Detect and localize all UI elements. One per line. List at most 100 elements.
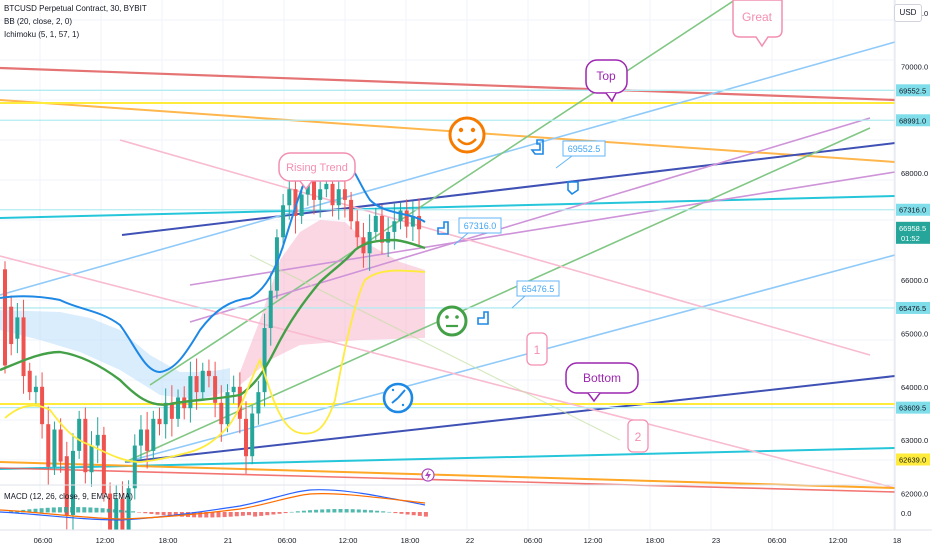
price-tick: 64000.0 <box>901 383 928 392</box>
candle[interactable] <box>188 361 193 423</box>
macd-bar <box>417 512 422 516</box>
candle[interactable] <box>244 401 249 474</box>
candle[interactable] <box>132 434 137 500</box>
time-tick: 18:00 <box>646 536 665 545</box>
candle[interactable] <box>237 372 242 434</box>
lightning-icon[interactable] <box>421 468 435 482</box>
candle[interactable] <box>27 362 32 401</box>
macd-legend[interactable]: MACD (12, 26, close, 9, EMA, EMA) <box>4 492 133 501</box>
neutral-face-icon[interactable] <box>436 305 468 337</box>
price-tick: 65000.0 <box>901 329 928 338</box>
candle[interactable] <box>33 375 38 404</box>
candle[interactable] <box>225 384 230 433</box>
candle[interactable] <box>9 295 14 356</box>
time-tick: 06:00 <box>768 536 787 545</box>
candle[interactable] <box>404 199 409 238</box>
candle[interactable] <box>336 174 341 220</box>
candle[interactable] <box>83 407 88 484</box>
candle[interactable] <box>349 191 354 230</box>
macd-bar <box>210 512 215 518</box>
annotation-top[interactable]: Top <box>585 59 628 103</box>
candle[interactable] <box>145 411 150 469</box>
candle[interactable] <box>262 313 267 407</box>
callout-65476[interactable]: 65476.5 <box>511 280 560 309</box>
price-tick: 68000.0 <box>901 169 928 178</box>
annotation-1[interactable]: 1 <box>526 332 548 366</box>
pointing-hand-icon[interactable] <box>437 139 579 325</box>
candle[interactable] <box>250 405 255 465</box>
candle[interactable] <box>89 431 94 487</box>
currency-button[interactable]: USD <box>894 4 922 22</box>
annotation-rising-trend[interactable]: Rising Trend <box>278 152 356 191</box>
macd-bar <box>399 512 404 514</box>
candle[interactable] <box>163 388 168 439</box>
callout-67316[interactable]: 67316.0 <box>453 217 502 246</box>
macd-bar <box>326 509 331 513</box>
candle[interactable] <box>231 375 236 404</box>
annotation-bottom[interactable]: Bottom <box>565 362 639 403</box>
candle[interactable] <box>15 302 20 354</box>
annotation-great[interactable]: Great <box>732 0 783 48</box>
macd-bar <box>9 511 14 513</box>
candle[interactable] <box>157 407 162 436</box>
macd-bar <box>283 512 288 514</box>
candle[interactable] <box>3 261 7 374</box>
bb-legend[interactable]: BB (20, close, 2, 0) <box>4 17 73 26</box>
candlesticks[interactable] <box>3 164 422 550</box>
price-axis[interactable]: 72000.071000.070000.068000.066000.065000… <box>894 0 932 550</box>
candle[interactable] <box>299 186 304 224</box>
symbol-legend[interactable]: BTCUSD Perpetual Contract, 30, BYBIT <box>4 4 147 13</box>
candle[interactable] <box>293 171 298 234</box>
macd-bar <box>216 512 221 518</box>
candle[interactable] <box>101 426 106 502</box>
candle[interactable] <box>46 406 51 485</box>
candle[interactable] <box>268 273 273 346</box>
candle[interactable] <box>417 198 422 247</box>
smiley-icon[interactable] <box>448 116 486 154</box>
drawing-lines[interactable] <box>0 0 896 493</box>
callout-69552[interactable]: 69552.5 <box>555 140 606 169</box>
svg-text:66958.5: 66958.5 <box>899 224 926 233</box>
macd-bar <box>100 508 105 513</box>
candle[interactable] <box>95 417 100 464</box>
price-tick: 62000.0 <box>901 490 928 499</box>
candle[interactable] <box>52 421 57 475</box>
price-tick: 70000.0 <box>901 62 928 71</box>
candle[interactable] <box>58 418 63 473</box>
candle[interactable] <box>287 174 292 220</box>
macd-bar <box>161 512 166 516</box>
macd-bar <box>387 511 392 513</box>
macd-pane[interactable] <box>0 484 895 521</box>
macd-bar <box>423 512 428 517</box>
time-axis[interactable]: 06:00 12:00 18:00 21 06:00 12:00 18:00 22 06:00 1… <box>0 529 932 550</box>
candle[interactable] <box>410 201 415 242</box>
candle[interactable] <box>355 210 360 249</box>
candle[interactable] <box>77 410 82 459</box>
candle[interactable] <box>281 194 286 249</box>
ichimoku-legend[interactable]: Ichimoku (5, 1, 57, 1) <box>4 30 80 39</box>
macd-bar <box>88 507 93 513</box>
annotation-2[interactable]: 2 <box>627 419 649 453</box>
candle[interactable] <box>21 299 26 394</box>
macd-bar <box>295 511 300 513</box>
candle[interactable] <box>213 361 218 418</box>
candle[interactable] <box>169 385 174 437</box>
candle[interactable] <box>379 204 384 254</box>
macd-bar <box>155 512 160 515</box>
candle[interactable] <box>40 372 45 439</box>
candle[interactable] <box>373 207 378 240</box>
macd-bar <box>375 510 380 513</box>
candle[interactable] <box>256 380 261 425</box>
macd-bar <box>289 511 294 513</box>
candle[interactable] <box>206 359 211 388</box>
macd-bar <box>411 512 416 516</box>
candle[interactable] <box>176 389 181 427</box>
candle[interactable] <box>64 441 69 530</box>
candle[interactable] <box>386 217 391 258</box>
candle[interactable] <box>151 410 156 459</box>
candle[interactable] <box>138 415 143 460</box>
candle[interactable] <box>200 362 205 401</box>
candle[interactable] <box>398 202 403 230</box>
clock-icon[interactable] <box>382 382 414 414</box>
